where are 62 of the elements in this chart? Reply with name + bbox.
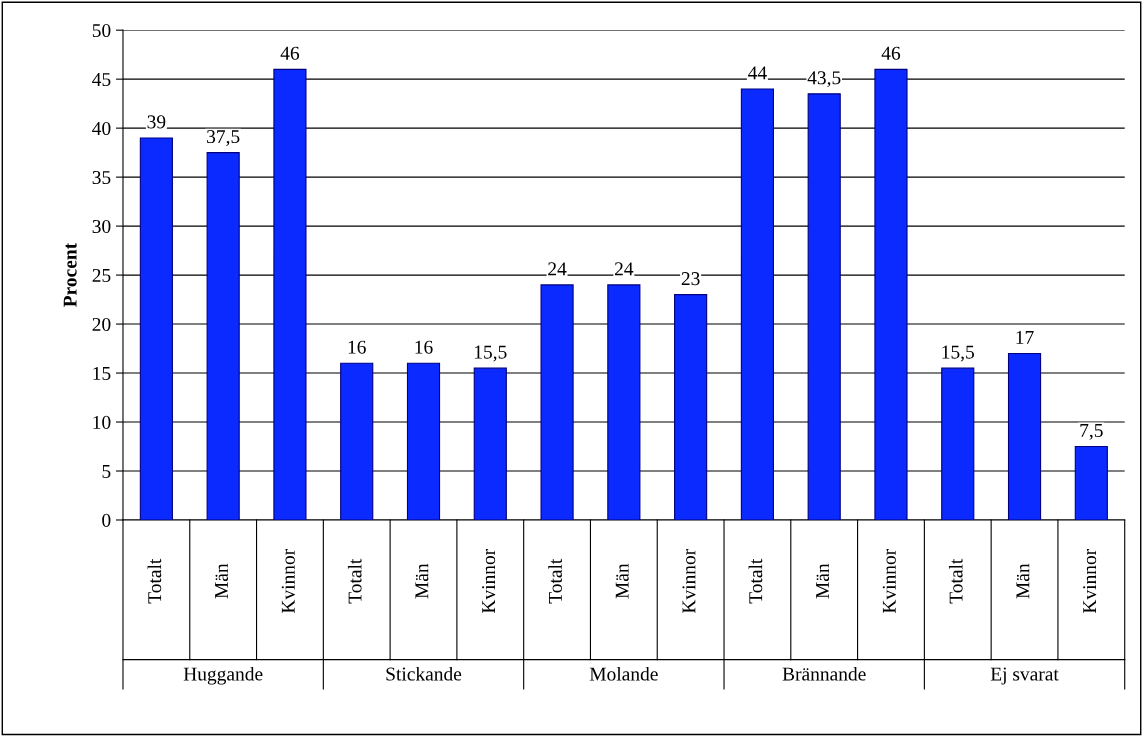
x-tick-label: Totalt: [948, 558, 963, 604]
bar: [273, 68, 307, 520]
bar: [807, 93, 841, 520]
y-tick-label: 25: [92, 268, 111, 283]
text: Ej svarat: [990, 667, 1059, 685]
x-tick-label: Kvinnor: [1083, 548, 1097, 614]
x-tick-label: Totalt: [748, 558, 763, 604]
y-tick-label: 0: [102, 513, 111, 527]
y-tick-label: 45: [92, 73, 111, 87]
bar: [1007, 352, 1042, 520]
data-label: 15,5: [942, 345, 975, 362]
bar: [874, 68, 908, 520]
data-label: 46: [881, 46, 901, 60]
data-label: 43,5: [807, 71, 841, 88]
y-tick-label: 35: [92, 170, 111, 185]
text: Molande: [589, 666, 658, 681]
bar: [607, 284, 641, 520]
data-label: 44: [748, 66, 767, 80]
bar: [674, 294, 708, 520]
data-label: 37,5: [207, 130, 240, 146]
y-axis-title: Procent: [63, 242, 77, 307]
data-label: 39: [147, 115, 166, 129]
data-label: 46: [280, 46, 300, 60]
y-tick-label: 50: [92, 23, 111, 38]
data-label: 7,5: [1080, 424, 1103, 440]
x-tick-label: Män: [1016, 563, 1030, 599]
text: Stickande: [386, 666, 462, 681]
bar: [1074, 445, 1108, 520]
bar: [206, 152, 240, 520]
x-tick-label: Män: [415, 563, 429, 599]
y-tick-label: 40: [92, 121, 111, 136]
bar: [340, 362, 374, 520]
y-tick-label: 15: [93, 366, 111, 380]
bar: [406, 362, 441, 520]
y-tick-label: 10: [93, 415, 111, 429]
x-tick-label: Kvinnor: [281, 548, 295, 614]
data-label: 23: [681, 272, 700, 286]
data-label: 17: [1016, 330, 1034, 344]
x-tick-label: Män: [215, 563, 229, 599]
bar: [740, 88, 774, 520]
bar: [540, 284, 574, 520]
x-tick-label: Kvinnor: [682, 548, 696, 614]
bar: [473, 367, 507, 520]
y-tick-label: 20: [92, 317, 111, 331]
y-tick-label: 5: [102, 465, 111, 478]
bar: [139, 137, 173, 520]
text: Huggande: [183, 666, 263, 685]
x-tick-label: Totalt: [147, 558, 162, 604]
data-label: 15,5: [474, 345, 507, 362]
y-tick-label: 30: [92, 219, 111, 234]
data-label: 24: [548, 262, 567, 276]
data-label: 16: [415, 340, 433, 354]
text: Brännande: [782, 666, 866, 681]
x-tick-label: Kvinnor: [482, 548, 496, 614]
x-tick-label: Män: [615, 563, 629, 599]
x-tick-label: Totalt: [548, 558, 562, 604]
x-tick-label: Totalt: [347, 558, 362, 604]
data-label: 16: [348, 340, 366, 354]
data-label: 24: [614, 262, 634, 276]
x-tick-label: Kvinnor: [882, 548, 896, 614]
x-tick-label: Män: [816, 563, 830, 599]
bar: [941, 367, 975, 520]
